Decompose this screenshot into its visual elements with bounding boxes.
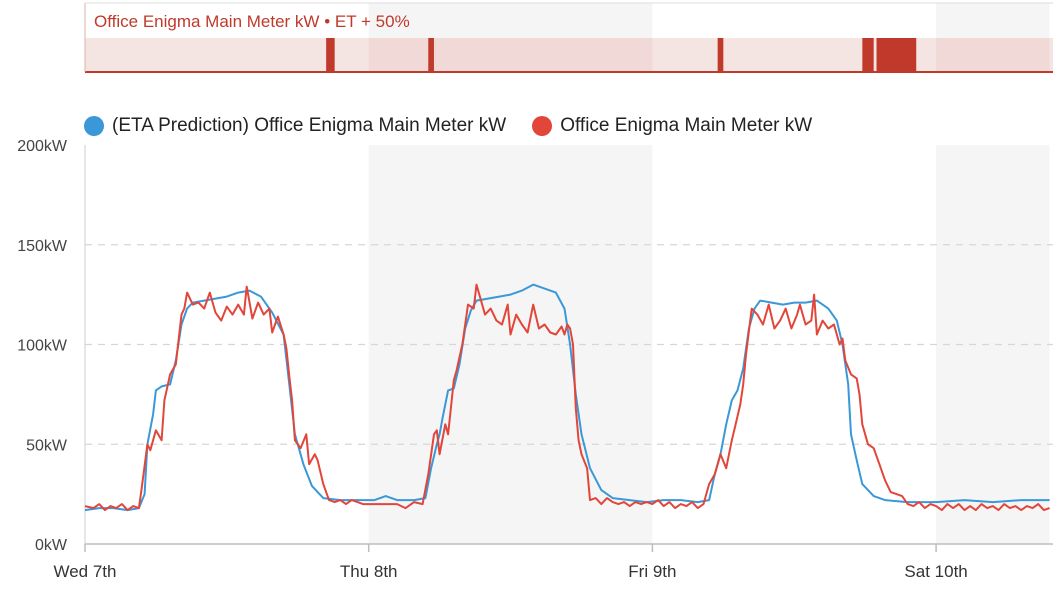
- legend: (ETA Prediction) Office Enigma Main Mete…: [84, 113, 838, 139]
- legend-actual-label: Office Enigma Main Meter kW: [560, 115, 813, 136]
- legend-prediction-label: (ETA Prediction) Office Enigma Main Mete…: [112, 115, 507, 136]
- y-tick-label-2: 100kW: [17, 338, 68, 355]
- x-tick-label-3: Sat 10th: [904, 562, 967, 581]
- prediction-dot-icon: [84, 116, 104, 136]
- x-tick-label-0: Wed 7th: [53, 562, 116, 581]
- anomaly-marker-1[interactable]: [428, 38, 434, 72]
- legend-item-prediction[interactable]: (ETA Prediction) Office Enigma Main Mete…: [84, 115, 506, 137]
- actual-dot-icon: [532, 116, 553, 136]
- anomaly-band-title: Office Enigma Main Meter kW • ET + 50%: [94, 12, 410, 31]
- legend-item-actual[interactable]: Office Enigma Main Meter kW: [532, 115, 812, 137]
- x-tick-label-2: Fri 9th: [628, 562, 676, 581]
- anomaly-marker-0[interactable]: [326, 38, 335, 72]
- x-tick-label-1: Thu 8th: [340, 562, 398, 581]
- y-tick-label-4: 200kW: [17, 138, 68, 155]
- weekday-shade-0: [368, 145, 653, 544]
- weekday-shade-1: [936, 145, 1050, 544]
- y-tick-label-3: 150kW: [17, 238, 68, 255]
- prediction-series-line[interactable]: [84, 283, 1050, 512]
- actual-series-line[interactable]: [84, 283, 1050, 512]
- y-tick-label-0: 0kW: [35, 537, 68, 554]
- anomaly-marker-4[interactable]: [876, 38, 917, 72]
- anomaly-band: [84, 2, 1053, 73]
- band-strip-shade-0: [368, 38, 653, 72]
- anomaly-marker-2[interactable]: [717, 38, 724, 72]
- y-tick-label-1: 50kW: [26, 437, 68, 454]
- band-strip-shade-1: [936, 38, 1050, 72]
- anomaly-marker-3[interactable]: [862, 38, 874, 72]
